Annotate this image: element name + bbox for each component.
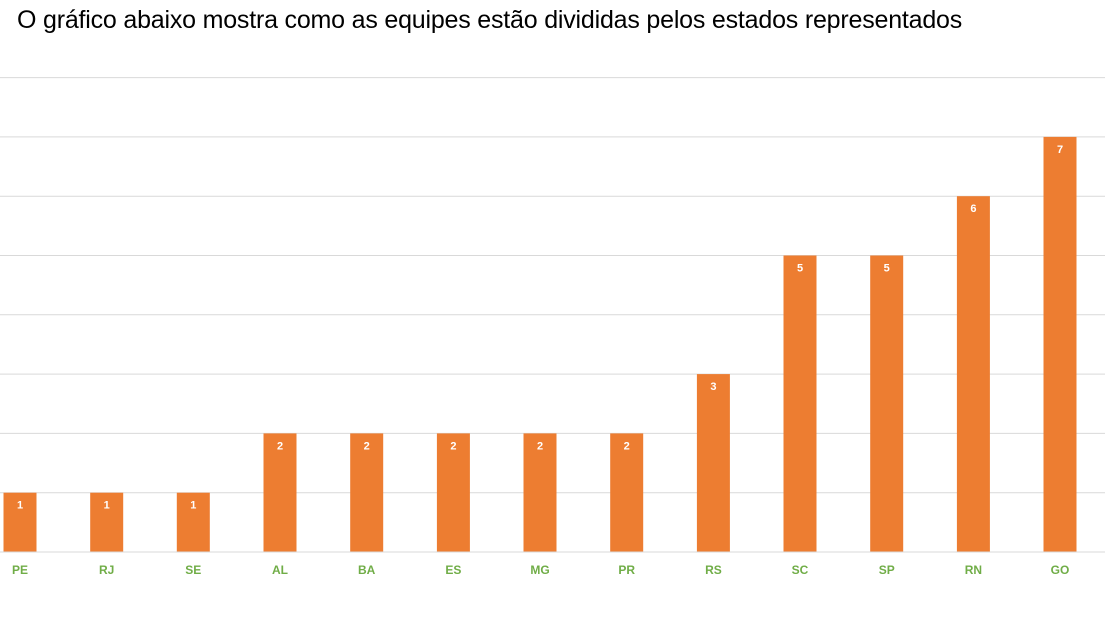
bar-sc bbox=[783, 255, 817, 552]
data-label: 3 bbox=[710, 381, 716, 393]
bar-se bbox=[176, 492, 210, 552]
data-label: 1 bbox=[190, 500, 196, 512]
data-label: 1 bbox=[17, 500, 23, 512]
bar-pe bbox=[3, 492, 37, 552]
x-tick-label: AL bbox=[272, 563, 288, 577]
x-tick-label: PE bbox=[12, 563, 28, 577]
x-tick-label: SC bbox=[792, 563, 809, 577]
data-label: 7 bbox=[1057, 144, 1063, 156]
x-tick-label: PR bbox=[618, 563, 635, 577]
page-title: O gráfico abaixo mostra como as equipes … bbox=[17, 6, 963, 34]
bar-es bbox=[436, 433, 470, 552]
x-tick-label: ES bbox=[445, 563, 461, 577]
bar-rj bbox=[90, 492, 124, 552]
bar-al bbox=[263, 433, 297, 552]
data-label: 2 bbox=[537, 440, 543, 452]
data-label: 2 bbox=[450, 440, 456, 452]
bars: 1 1 1 2 2 2 2 2 3 5 5 6 7 bbox=[3, 136, 1077, 552]
x-tick-label: GO bbox=[1051, 563, 1070, 577]
bar-mg bbox=[523, 433, 557, 552]
x-tick-label: SP bbox=[879, 563, 895, 577]
bar-ba bbox=[350, 433, 384, 552]
x-tick-label: SE bbox=[185, 563, 201, 577]
data-label: 2 bbox=[624, 440, 630, 452]
x-axis: PE RJ SE AL BA ES MG PR RS SC SP RN GO bbox=[0, 551, 1105, 577]
data-label: 6 bbox=[970, 203, 976, 215]
bar-pr bbox=[610, 433, 644, 552]
x-tick-label: MG bbox=[530, 563, 549, 577]
bar-go bbox=[1043, 136, 1077, 552]
data-label: 1 bbox=[104, 500, 110, 512]
data-label: 5 bbox=[797, 263, 803, 275]
data-label: 2 bbox=[277, 440, 283, 452]
x-tick-label: RN bbox=[965, 563, 982, 577]
data-label: 2 bbox=[364, 440, 370, 452]
gridlines bbox=[0, 77, 1105, 494]
x-tick-label: RS bbox=[705, 563, 722, 577]
data-label: 5 bbox=[884, 263, 890, 275]
x-tick-label: BA bbox=[358, 563, 376, 577]
bar-rs bbox=[696, 374, 730, 552]
bar-sp bbox=[870, 255, 904, 552]
x-tick-label: RJ bbox=[99, 563, 114, 577]
bar-rn bbox=[956, 196, 990, 552]
